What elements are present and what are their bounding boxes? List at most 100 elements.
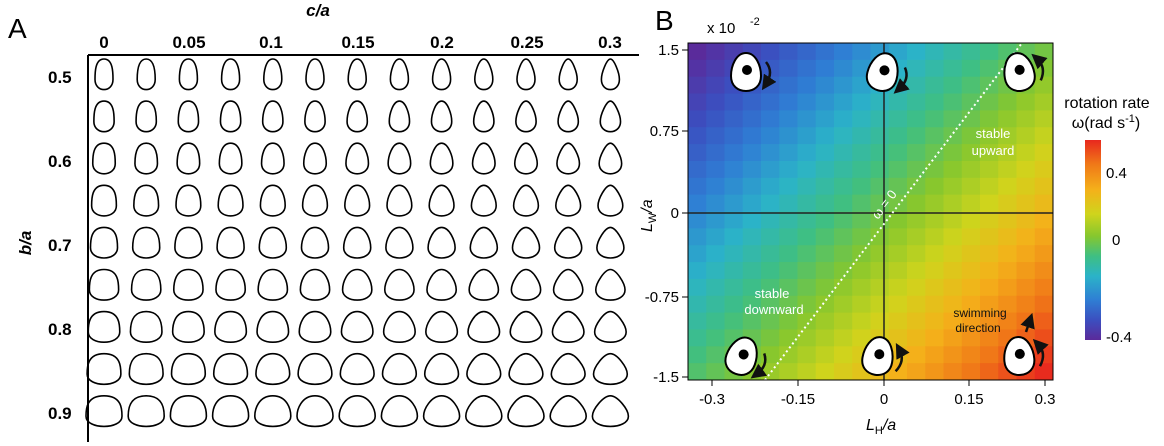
cell-shape-outline [88, 268, 120, 301]
panel-a-y-ticks: 0.5 0.6 0.7 0.8 0.9 [48, 68, 72, 423]
heatmap-cell [943, 76, 963, 95]
heatmap-cell [779, 346, 799, 364]
heatmap-cell [706, 144, 726, 162]
heatmap-cell [870, 144, 890, 162]
heatmap-cell [925, 211, 945, 229]
y-axis-label-main: L [639, 223, 656, 232]
cell-shape-outline [430, 100, 453, 133]
heatmap-cell [834, 228, 853, 246]
cell-shape-outline [598, 142, 623, 175]
heatmap-cell [961, 346, 981, 364]
cell-shape-outline [553, 226, 583, 259]
heatmap-cell [706, 228, 726, 246]
cell-shape-outline [212, 352, 249, 386]
cell-shape-outline [255, 352, 291, 386]
cell-shape-outline [261, 100, 284, 133]
heatmap-cell [961, 76, 981, 95]
heatmap-cell [706, 295, 726, 314]
panel-b-y-ticks: 1.5 0.75 0 -0.75 -1.5 [645, 42, 688, 386]
cell-icon [865, 52, 910, 94]
cell-shape-outline [387, 142, 412, 175]
heatmap-cell [761, 144, 780, 162]
heatmap-cell [888, 278, 908, 297]
heatmap-cell [706, 110, 726, 128]
cell-shape-outline [473, 58, 494, 91]
heatmap-cell [925, 43, 945, 61]
heatmap-cell [888, 144, 908, 162]
x-axis-label-tail: /a [882, 417, 896, 434]
rotation-arrow-icon [893, 67, 910, 94]
heatmap-cell [998, 245, 1018, 263]
heatmap-cell [761, 312, 780, 331]
heatmap-cell [1034, 76, 1053, 95]
heatmap-cell [706, 76, 726, 95]
heatmap-cell [888, 211, 908, 229]
heatmap-cell [998, 110, 1018, 128]
heatmap-cell [943, 160, 963, 179]
heatmap-cell [998, 93, 1018, 111]
heatmap-cell [1016, 160, 1036, 179]
heatmap-cell [834, 194, 853, 213]
heatmap-cell [815, 93, 835, 111]
heatmap-cell [815, 127, 835, 145]
y-tick-label: 0.9 [48, 404, 72, 423]
heatmap-cell [907, 211, 926, 229]
heatmap-cell [1034, 144, 1053, 162]
shape-grid [85, 58, 630, 428]
heatmap-cell [852, 43, 872, 61]
cell-shape-outline [256, 310, 290, 343]
heatmap-cell [688, 59, 707, 78]
cell-shape-outline [129, 310, 163, 343]
rotation-arrow-icon [1031, 53, 1048, 81]
heatmap-cell [961, 278, 981, 297]
heatmap-cell [852, 76, 872, 95]
omega-zero-line [764, 42, 1023, 381]
heatmap-cell [852, 245, 872, 263]
heatmap-cell [888, 194, 908, 213]
heatmap-cell [998, 262, 1018, 280]
heatmap-cell [761, 211, 780, 229]
rotation-arrow-icon [1032, 338, 1049, 367]
panel-b-x-ticks: -0.3 -0.15 0 0.15 0.3 [699, 380, 1055, 408]
heatmap-cell [1016, 278, 1036, 297]
heatmap-cell [779, 59, 799, 78]
heatmap-cell [888, 262, 908, 280]
cell-shape-outline [172, 268, 204, 301]
heatmap-cell [925, 110, 945, 128]
heatmap-cell [1016, 127, 1036, 145]
cell-shape-outline [211, 394, 250, 428]
y-axis-label-sub: W [647, 212, 659, 223]
heatmap-cell [961, 245, 981, 263]
cell-shape-outline [177, 100, 200, 133]
heatmap-cell [870, 228, 890, 246]
swimming-arrow-icon [1020, 312, 1035, 333]
heatmap-cell [779, 211, 799, 229]
heatmap-cell [1016, 110, 1036, 128]
cell-shape-outline [262, 58, 283, 91]
cell-shape-outline [469, 226, 499, 259]
heatmap-cell [998, 295, 1018, 314]
heatmap-cell [761, 278, 780, 297]
heatmap-cell [1034, 127, 1053, 145]
heatmap-cell [815, 160, 835, 179]
heatmap-cell [834, 312, 853, 331]
heatmap-cell [1016, 211, 1036, 229]
heatmap-cell [834, 127, 853, 145]
exponent-power: -2 [750, 16, 760, 28]
heatmap-cell [834, 93, 853, 111]
heatmap-cell [815, 245, 835, 263]
heatmap-cell [761, 262, 780, 280]
heatmap-cell [742, 110, 762, 128]
heatmap-cell [1034, 59, 1053, 78]
cell-shape-outline [509, 310, 543, 343]
heatmap-cell [834, 59, 853, 78]
cell-shape-outline [257, 268, 289, 301]
heatmap-cell [888, 295, 908, 314]
x-tick-label: 0.25 [510, 33, 543, 52]
annotation-text: stable [976, 126, 1011, 141]
cell-shape-outline [555, 184, 582, 217]
y-tick-label: 0.7 [48, 236, 72, 255]
heatmap-cell [797, 93, 817, 111]
cell-shape-outline [347, 58, 368, 91]
heatmap-cell [834, 160, 853, 179]
